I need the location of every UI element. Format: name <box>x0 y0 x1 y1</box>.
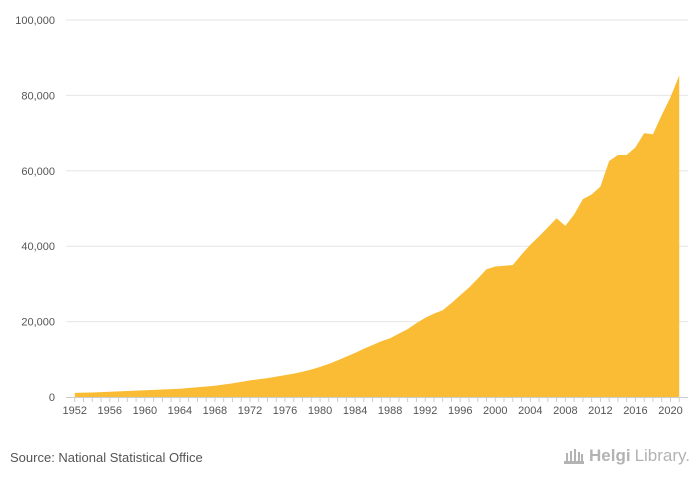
library-building-icon <box>564 449 584 464</box>
area-series-value <box>74 75 680 398</box>
x-tick-label: 1980 <box>308 405 332 417</box>
brand-logo: Helgi Library. <box>563 446 690 466</box>
x-tick-label: 1952 <box>63 405 87 417</box>
x-tick-label: 1984 <box>343 405 367 417</box>
x-tick-label: 2012 <box>588 405 612 417</box>
axes <box>66 397 688 402</box>
y-tick-labels: 0 20,000 40,000 60,000 80,000 100,000 <box>15 15 55 404</box>
y-tick-label: 80,000 <box>21 90 55 102</box>
y-tick-label: 100,000 <box>15 15 55 27</box>
chart-footer: Source: National Statistical Office Helg… <box>0 440 700 483</box>
y-tick-label: 60,000 <box>21 166 55 178</box>
brand-name-light: Library. <box>634 446 690 465</box>
x-tick-label: 1988 <box>378 405 402 417</box>
brand-name-bold: Helgi <box>589 446 631 465</box>
x-tick-label: 2008 <box>553 405 577 417</box>
x-tick-label: 1960 <box>133 405 157 417</box>
x-tick-labels: 1952 1956 1960 1964 1968 1972 1976 1980 1984 1988… <box>63 405 683 417</box>
x-tick-label: 2000 <box>483 405 507 417</box>
y-tick-label: 20,000 <box>21 317 55 329</box>
x-tick-label: 1992 <box>413 405 437 417</box>
x-tick-label: 2016 <box>623 405 647 417</box>
x-tick-label: 1976 <box>273 405 297 417</box>
x-tick-label: 1996 <box>448 405 472 417</box>
source-note: Source: National Statistical Office <box>10 450 203 465</box>
x-tick-label: 2004 <box>518 405 542 417</box>
y-tick-label: 40,000 <box>21 241 55 253</box>
x-tick-label: 2020 <box>658 405 682 417</box>
y-tick-label: 0 <box>49 392 55 404</box>
series-area <box>74 75 680 398</box>
x-tick-label: 1972 <box>238 405 262 417</box>
x-tick-label: 1968 <box>203 405 227 417</box>
x-tick-label: 1964 <box>168 405 192 417</box>
x-tick-label: 1956 <box>98 405 122 417</box>
